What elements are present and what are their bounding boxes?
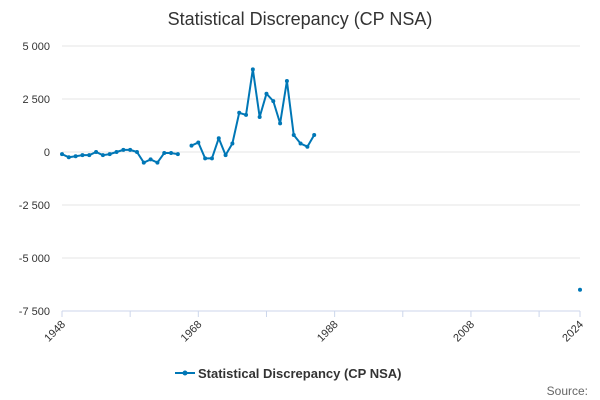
data-point[interactable] [264,91,269,96]
data-point[interactable] [189,143,194,148]
x-tick-label: 2024 [560,319,586,345]
series-statistical-discrepancy [60,67,582,292]
x-tick-label: 1948 [42,319,68,345]
data-point[interactable] [257,115,262,120]
series-line-segment [191,68,316,160]
legend-point-marker [182,370,188,376]
data-point[interactable] [203,156,208,161]
x-tick-label: 1988 [315,319,341,345]
source-label: Source: [547,384,588,398]
data-point[interactable] [141,160,146,165]
legend[interactable]: Statistical Discrepancy (CP NSA) [175,366,402,381]
data-point[interactable] [169,151,174,156]
y-tick-label: 0 [44,147,50,159]
data-point[interactable] [216,136,221,141]
data-point[interactable] [196,140,201,145]
legend-label[interactable]: Statistical Discrepancy (CP NSA) [198,366,402,381]
x-tick-label: 1968 [179,319,205,345]
data-point[interactable] [155,160,160,165]
y-tick-label: -2 500 [19,200,50,212]
data-point[interactable] [66,155,71,160]
data-point[interactable] [114,150,119,154]
data-point[interactable] [128,147,133,152]
data-point[interactable] [107,152,112,157]
data-point[interactable] [80,153,85,158]
data-point[interactable] [237,110,242,115]
chart-title: Statistical Discrepancy (CP NSA) [168,9,433,29]
data-point[interactable] [223,153,228,158]
data-point[interactable] [175,152,180,157]
x-axis: 1948 1968 1988 2008 2024 [42,310,586,345]
data-point[interactable] [87,153,92,158]
data-point[interactable] [578,287,582,292]
y-tick-label: 2 500 [22,94,50,106]
data-point[interactable] [278,121,283,126]
data-point[interactable] [312,133,317,138]
data-point[interactable] [230,141,235,146]
y-tick-label: -5 000 [19,253,50,265]
data-point[interactable] [121,147,126,152]
data-point[interactable] [244,112,249,117]
x-tick-label: 2008 [451,319,477,345]
data-point[interactable] [284,78,289,83]
data-point[interactable] [298,141,303,146]
data-point[interactable] [250,67,255,72]
y-axis: 5 000 2 500 0 -2 500 -5 000 -7 500 [19,41,50,318]
data-point[interactable] [162,151,167,156]
y-tick-label: 5 000 [22,41,50,53]
y-tick-label: -7 500 [19,306,50,318]
gridlines [62,45,580,312]
data-point[interactable] [209,156,214,161]
data-point[interactable] [148,157,153,162]
data-point[interactable] [73,154,78,159]
data-point[interactable] [271,99,276,104]
data-point[interactable] [60,152,64,157]
data-point[interactable] [134,150,139,154]
data-point[interactable] [94,150,99,154]
data-point[interactable] [100,153,105,158]
data-point[interactable] [291,133,296,138]
data-point[interactable] [305,144,310,149]
